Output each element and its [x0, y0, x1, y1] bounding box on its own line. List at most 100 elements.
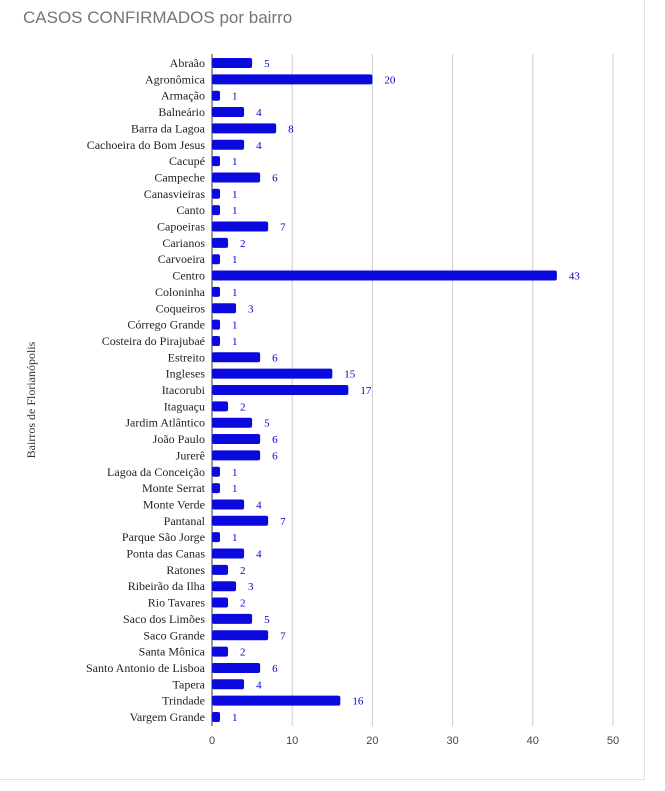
bar — [212, 352, 261, 363]
bar — [212, 483, 221, 494]
category-label: Estreito — [168, 350, 205, 364]
bar — [212, 123, 277, 134]
value-label: 6 — [272, 434, 278, 446]
value-label: 5 — [264, 418, 270, 430]
category-label: Canasvieiras — [144, 187, 206, 201]
x-tick-label: 50 — [607, 735, 619, 747]
x-tick-label: 20 — [366, 735, 378, 747]
category-label: Santa Mônica — [139, 645, 206, 659]
category-label: Tapera — [173, 677, 206, 691]
value-label: 15 — [344, 369, 356, 381]
bar — [212, 401, 229, 412]
category-label: Vargem Grande — [130, 710, 205, 724]
value-label: 1 — [232, 156, 238, 168]
value-labels: 5201484161172143131161517256611471423257… — [232, 58, 580, 724]
bar — [212, 303, 237, 314]
bar — [212, 139, 245, 150]
value-label: 7 — [280, 630, 286, 642]
category-label: Armação — [161, 89, 205, 103]
value-label: 6 — [272, 663, 278, 675]
bar — [212, 270, 557, 281]
value-label: 4 — [256, 499, 262, 511]
bar — [212, 107, 245, 118]
value-label: 2 — [240, 565, 246, 577]
value-label: 1 — [232, 189, 238, 201]
x-tick-label: 40 — [527, 735, 539, 747]
x-tick-label: 0 — [209, 735, 215, 747]
bar — [212, 679, 245, 690]
value-label: 43 — [569, 271, 581, 283]
value-label: 3 — [248, 581, 254, 593]
category-label: Itacorubi — [162, 383, 206, 397]
bar — [212, 90, 221, 101]
bar — [212, 172, 261, 183]
value-label: 5 — [264, 614, 270, 626]
value-label: 8 — [288, 123, 294, 135]
category-label: Ribeirão da Ilha — [128, 579, 206, 593]
value-label: 1 — [232, 336, 238, 348]
category-label: Ratones — [166, 563, 205, 577]
value-label: 17 — [360, 385, 372, 397]
value-label: 1 — [232, 254, 238, 266]
bar — [212, 221, 269, 232]
value-label: 6 — [272, 352, 278, 364]
value-label: 2 — [240, 238, 246, 250]
bars — [212, 58, 557, 722]
x-axis-ticks: 0 10 20 30 40 50 — [209, 735, 619, 747]
category-label: Campeche — [154, 170, 205, 184]
bar — [212, 564, 229, 575]
category-label: Barra da Lagoa — [131, 121, 206, 135]
value-label: 4 — [256, 107, 262, 119]
category-label: Itaguaçu — [164, 399, 205, 413]
bar — [212, 499, 245, 510]
bar — [212, 532, 221, 543]
category-label: Santo Antonio de Lisboa — [86, 661, 206, 675]
bar — [212, 368, 333, 379]
category-label: Saco Grande — [143, 628, 205, 642]
value-label: 5 — [264, 58, 270, 70]
bar — [212, 450, 261, 461]
value-label: 4 — [256, 679, 262, 691]
bar — [212, 286, 221, 297]
value-label: 6 — [272, 172, 278, 184]
category-label: Capoeiras — [157, 220, 205, 234]
value-label: 1 — [232, 532, 238, 544]
value-label: 1 — [232, 483, 238, 495]
bar — [212, 188, 221, 199]
bar — [212, 613, 253, 624]
category-label: Balneário — [158, 105, 205, 119]
category-label: Costeira do Pirajubaé — [102, 334, 205, 348]
bar — [212, 466, 221, 477]
value-label: 4 — [256, 549, 262, 561]
bar — [212, 58, 253, 68]
bar — [212, 319, 221, 330]
value-label: 2 — [240, 401, 246, 413]
bar — [212, 237, 229, 248]
category-label: Pantanal — [164, 514, 206, 528]
category-label: Jardim Atlântico — [125, 416, 205, 430]
x-tick-label: 30 — [446, 735, 458, 747]
value-label: 4 — [256, 140, 262, 152]
category-label: Parque São Jorge — [122, 530, 205, 544]
chart-card: CASOS CONFIRMADOS por bairro Abraão Agron… — [0, 0, 645, 780]
chart-title: CASOS CONFIRMADOS por bairro — [23, 8, 293, 27]
bar — [212, 695, 341, 706]
category-label: Córrego Grande — [127, 318, 205, 332]
category-label: Monte Verde — [143, 497, 205, 511]
bar-chart: Abraão Agronômica Armação Balneário Barra da… — [24, 54, 619, 747]
x-tick-label: 10 — [286, 735, 298, 747]
value-label: 6 — [272, 450, 278, 462]
bar — [212, 581, 237, 592]
category-label: Saco dos Limões — [123, 612, 205, 626]
bar — [212, 205, 221, 216]
category-label: João Paulo — [153, 432, 205, 446]
bar — [212, 630, 269, 641]
value-label: 1 — [232, 712, 238, 724]
bar — [212, 156, 221, 167]
value-label: 1 — [232, 320, 238, 332]
value-label: 20 — [384, 74, 396, 86]
category-label: Centro — [172, 269, 205, 283]
value-label: 3 — [248, 303, 254, 315]
bar — [212, 662, 261, 673]
bar — [212, 712, 221, 722]
